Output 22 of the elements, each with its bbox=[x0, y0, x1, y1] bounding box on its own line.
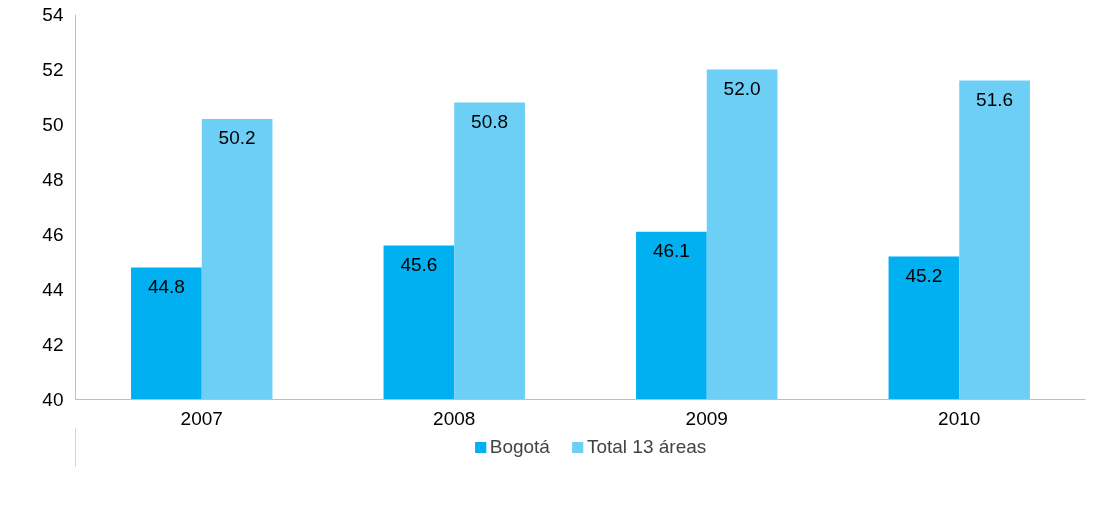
x-tick-label: 2007 bbox=[180, 407, 223, 429]
legend-label: Total 13 áreas bbox=[586, 436, 707, 458]
y-tick-label: 50 bbox=[42, 114, 64, 135]
data-label: 45.6 bbox=[400, 253, 438, 275]
data-label: 44.8 bbox=[147, 275, 185, 297]
y-tick-label: 46 bbox=[42, 224, 64, 245]
y-tick-label: 40 bbox=[42, 389, 64, 410]
x-tick-label: 2008 bbox=[433, 407, 476, 429]
data-label: 50.8 bbox=[471, 110, 509, 132]
data-label: 52.0 bbox=[723, 77, 761, 99]
data-label: 45.2 bbox=[905, 264, 943, 286]
x-tick-label: 2010 bbox=[938, 407, 981, 429]
y-tick-label: 42 bbox=[42, 334, 64, 355]
y-tick-label: 52 bbox=[42, 59, 64, 80]
data-label: 50.2 bbox=[218, 127, 256, 148]
y-tick-label: 44 bbox=[42, 279, 64, 300]
x-tick-label: 2009 bbox=[685, 407, 728, 429]
data-label: 51.6 bbox=[976, 88, 1014, 110]
data-label: 46.1 bbox=[652, 239, 690, 261]
legend-label: Bogotá bbox=[489, 436, 550, 458]
y-tick-label: 48 bbox=[42, 169, 64, 190]
y-tick-label: 54 bbox=[42, 4, 64, 25]
